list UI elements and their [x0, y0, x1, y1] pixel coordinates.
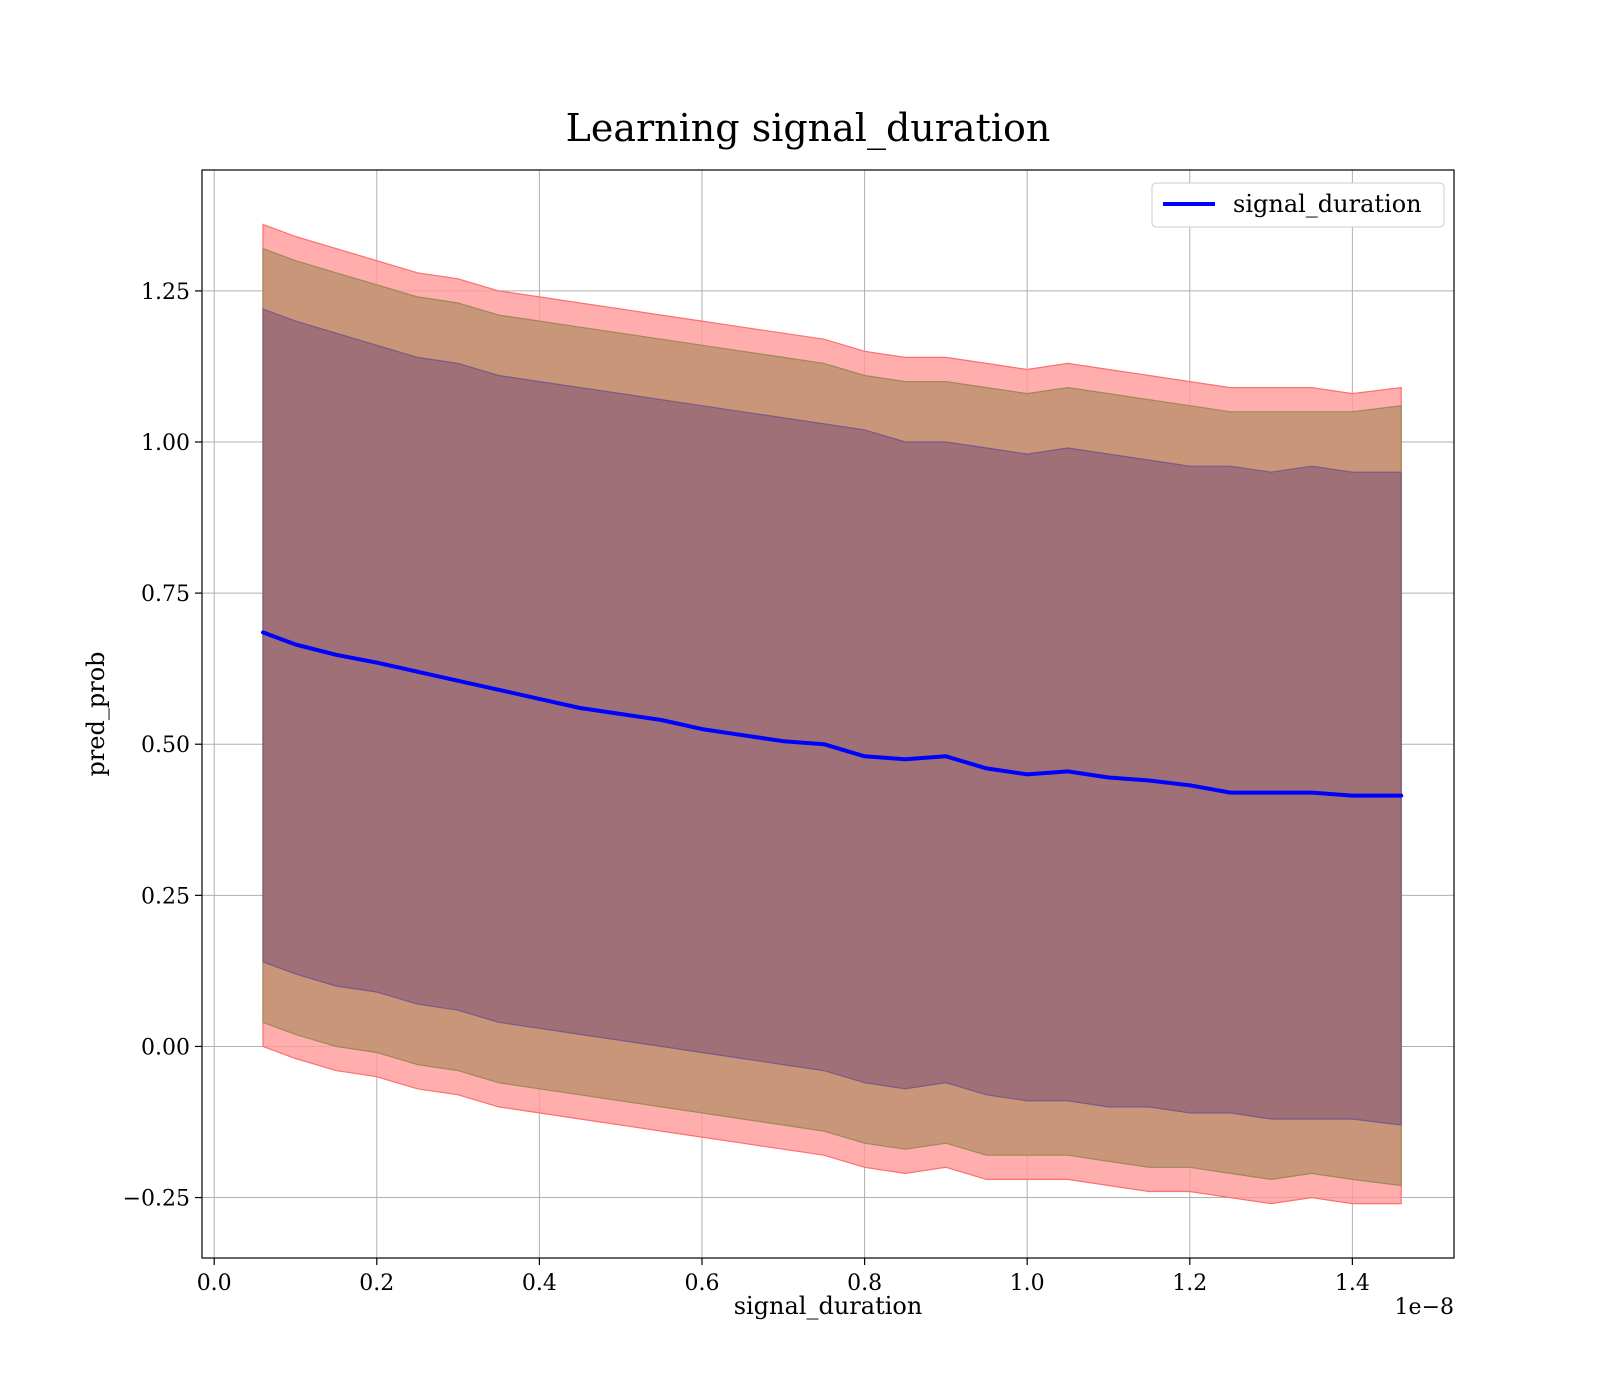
x-ticks: 0.0 0.2 0.4 0.6 0.8 1.0 1.2 1.4	[197, 1258, 1370, 1296]
x-tick-label: 1.0	[1010, 1271, 1045, 1296]
bands	[262, 223, 1402, 1205]
y-tick-label: 0.75	[141, 582, 190, 607]
x-tick-label: 0.8	[847, 1271, 882, 1296]
x-axis-label: signal_duration	[734, 1292, 923, 1320]
y-axis-label: pred_prob	[82, 651, 110, 776]
y-tick-label: 0.25	[141, 884, 190, 909]
x-tick-label: 0.4	[522, 1271, 557, 1296]
legend-label: signal_duration	[1233, 190, 1422, 218]
y-tick-label: 0.00	[141, 1035, 190, 1060]
legend: signal_duration	[1151, 182, 1445, 228]
y-ticks: −0.25 0.00 0.25 0.50 0.75 1.00 1.25	[123, 280, 202, 1212]
y-tick-label: 0.50	[141, 733, 190, 758]
x-tick-label: 0.6	[684, 1271, 719, 1296]
x-tick-label: 1.2	[1172, 1271, 1207, 1296]
chart-title: Learning signal_duration	[566, 106, 1051, 151]
plot-frame	[201, 169, 1455, 1259]
series-lines	[261, 630, 1404, 798]
legend-box	[1151, 182, 1445, 228]
x-tick-label: 1.4	[1335, 1271, 1370, 1296]
y-tick-label: −0.25	[123, 1187, 190, 1212]
x-scale-offset: 1e−8	[1395, 1295, 1454, 1320]
band-inner	[262, 308, 1402, 1126]
y-tick-label: 1.00	[141, 431, 190, 456]
y-tick-label: 1.25	[141, 280, 190, 305]
x-tick-label: 0.2	[359, 1271, 394, 1296]
series-line-signal-duration	[261, 630, 1404, 798]
x-tick-label: 0.0	[197, 1271, 232, 1296]
